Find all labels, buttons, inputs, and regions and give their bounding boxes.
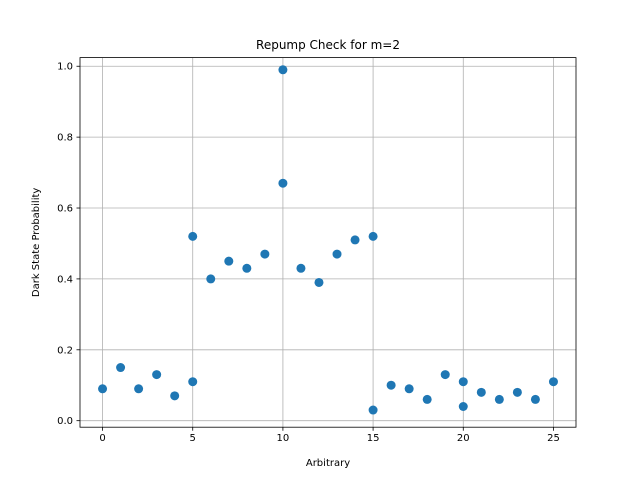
data-point [458, 377, 468, 387]
data-point [422, 394, 432, 404]
data-point [314, 277, 324, 287]
x-tick-label: 5 [190, 433, 196, 444]
data-point [332, 249, 342, 259]
x-axis-ticks: 0 5 10 15 20 25 [99, 427, 560, 444]
y-axis-label: Dark State Probability [31, 188, 42, 298]
data-point [116, 363, 126, 373]
y-tick-label: 0.2 [57, 345, 73, 356]
data-point [170, 391, 180, 401]
data-point [530, 394, 540, 404]
x-tick-label: 0 [99, 433, 105, 444]
data-point [242, 263, 252, 273]
data-point [458, 402, 468, 412]
data-point [494, 394, 504, 404]
data-point [134, 384, 144, 394]
x-tick-label: 10 [277, 433, 290, 444]
data-point [386, 380, 396, 390]
data-point [152, 370, 162, 380]
x-tick-label: 25 [547, 433, 560, 444]
y-tick-label: 1.0 [57, 62, 73, 73]
data-point [278, 178, 288, 188]
x-tick-label: 15 [367, 433, 380, 444]
chart-title: Repump Check for m=2 [256, 38, 400, 52]
x-tick-label: 20 [457, 433, 470, 444]
y-axis-ticks: 0.0 0.2 0.4 0.6 0.8 1.0 [57, 62, 80, 427]
plot-frame [79, 57, 577, 428]
y-tick-label: 0.4 [57, 274, 73, 285]
data-point [206, 274, 216, 284]
data-point [278, 65, 288, 75]
grid [80, 57, 576, 428]
data-point [512, 387, 522, 397]
x-axis-label: Arbitrary [306, 458, 350, 469]
data-point [188, 377, 198, 387]
y-tick-label: 0.8 [57, 133, 73, 144]
y-tick-label: 0.0 [57, 416, 73, 427]
data-point [224, 256, 234, 266]
data-points [98, 65, 558, 415]
data-point [440, 370, 450, 380]
data-point [548, 377, 558, 387]
y-tick-label: 0.6 [57, 204, 73, 215]
data-point [368, 231, 378, 241]
data-point [188, 231, 198, 241]
data-point [98, 384, 108, 394]
data-point [476, 387, 486, 397]
data-point [260, 249, 270, 259]
data-point [296, 263, 306, 273]
data-point [368, 405, 378, 415]
data-point [404, 384, 414, 394]
data-point [350, 235, 360, 245]
